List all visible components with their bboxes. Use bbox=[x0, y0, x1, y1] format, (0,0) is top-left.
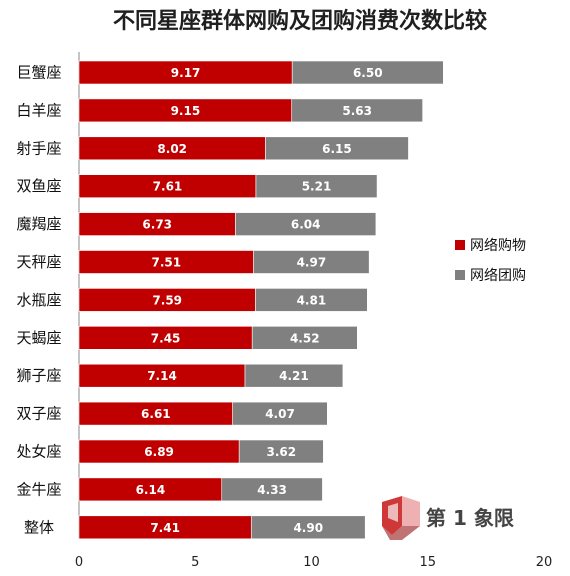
data-label: 4.90 bbox=[293, 521, 323, 535]
data-label: 5.21 bbox=[302, 180, 332, 194]
data-label: 4.21 bbox=[279, 369, 309, 383]
bars-layer bbox=[78, 60, 444, 540]
x-tick-label: 20 bbox=[536, 555, 553, 570]
chart-title: 不同星座群体网购及团购消费次数比较 bbox=[113, 8, 487, 34]
data-label: 8.02 bbox=[157, 142, 187, 156]
data-label: 4.52 bbox=[290, 331, 320, 345]
data-label: 7.45 bbox=[151, 331, 181, 345]
data-label: 6.50 bbox=[353, 66, 383, 80]
data-label: 6.04 bbox=[291, 218, 321, 232]
data-label: 4.33 bbox=[257, 483, 287, 497]
bar-group-buying bbox=[265, 136, 409, 161]
data-label: 7.61 bbox=[153, 180, 183, 194]
bar-group-buying bbox=[255, 288, 368, 312]
category-label: 双子座 bbox=[16, 405, 61, 423]
data-label: 7.59 bbox=[152, 293, 182, 307]
data-label: 3.62 bbox=[266, 445, 296, 459]
data-label: 6.15 bbox=[322, 142, 352, 156]
x-tick-label: 5 bbox=[191, 555, 199, 570]
x-tick-label: 15 bbox=[419, 555, 436, 570]
data-label: 5.63 bbox=[342, 104, 372, 118]
bar-group-buying bbox=[251, 325, 358, 350]
bar-group-buying bbox=[291, 98, 423, 123]
data-label: 9.15 bbox=[171, 104, 201, 118]
category-label: 整体 bbox=[24, 518, 54, 536]
data-label: 7.14 bbox=[147, 369, 177, 383]
category-label: 双鱼座 bbox=[16, 177, 61, 195]
category-label: 狮子座 bbox=[16, 367, 61, 385]
bar-group-buying bbox=[255, 174, 378, 198]
bar-group-buying bbox=[221, 477, 323, 502]
x-tick-label: 0 bbox=[75, 555, 83, 570]
data-label: 7.51 bbox=[151, 256, 181, 270]
watermark: 第 1 象限 bbox=[382, 496, 514, 540]
category-label: 天蝎座 bbox=[16, 329, 61, 347]
data-label: 6.89 bbox=[144, 445, 174, 459]
bar-group-buying bbox=[291, 60, 444, 85]
data-label: 7.41 bbox=[150, 521, 180, 535]
labels-layer: 0 5 10 15 20 巨蟹座 9.17 6.50 白羊座 9.15 5.63 射手座 8.02 6.1… bbox=[16, 64, 552, 571]
x-tick-label: 10 bbox=[303, 555, 320, 570]
category-label: 处女座 bbox=[16, 443, 61, 461]
data-label: 6.14 bbox=[136, 483, 166, 497]
category-label: 金牛座 bbox=[16, 480, 61, 498]
bar-group-buying bbox=[235, 212, 377, 236]
watermark-text: 第 1 象限 bbox=[426, 506, 514, 530]
legend-label: 网络团购 bbox=[470, 268, 526, 284]
category-label: 巨蟹座 bbox=[16, 64, 61, 82]
data-label: 6.61 bbox=[141, 407, 171, 421]
bar-group-buying bbox=[238, 439, 324, 464]
data-label: 4.97 bbox=[297, 256, 327, 270]
category-label: 射手座 bbox=[16, 139, 61, 157]
data-label: 4.81 bbox=[297, 293, 327, 307]
legend-swatch bbox=[455, 270, 465, 280]
category-label: 水瓶座 bbox=[16, 291, 61, 309]
bar-group-buying bbox=[253, 250, 370, 274]
data-label: 4.07 bbox=[265, 407, 295, 421]
category-label: 天秤座 bbox=[16, 253, 61, 271]
bar-group-buying bbox=[250, 515, 366, 540]
category-label: 魔羯座 bbox=[16, 215, 61, 233]
legend-swatch bbox=[455, 240, 465, 250]
category-label: 白羊座 bbox=[16, 101, 61, 119]
di-yi-xiang-xian-logo-icon bbox=[382, 496, 420, 540]
legend-label: 网络购物 bbox=[470, 238, 526, 254]
bar-group-buying bbox=[244, 363, 344, 388]
data-label: 9.17 bbox=[171, 66, 201, 80]
data-label: 6.73 bbox=[142, 218, 172, 232]
bar-group-buying bbox=[232, 401, 328, 426]
